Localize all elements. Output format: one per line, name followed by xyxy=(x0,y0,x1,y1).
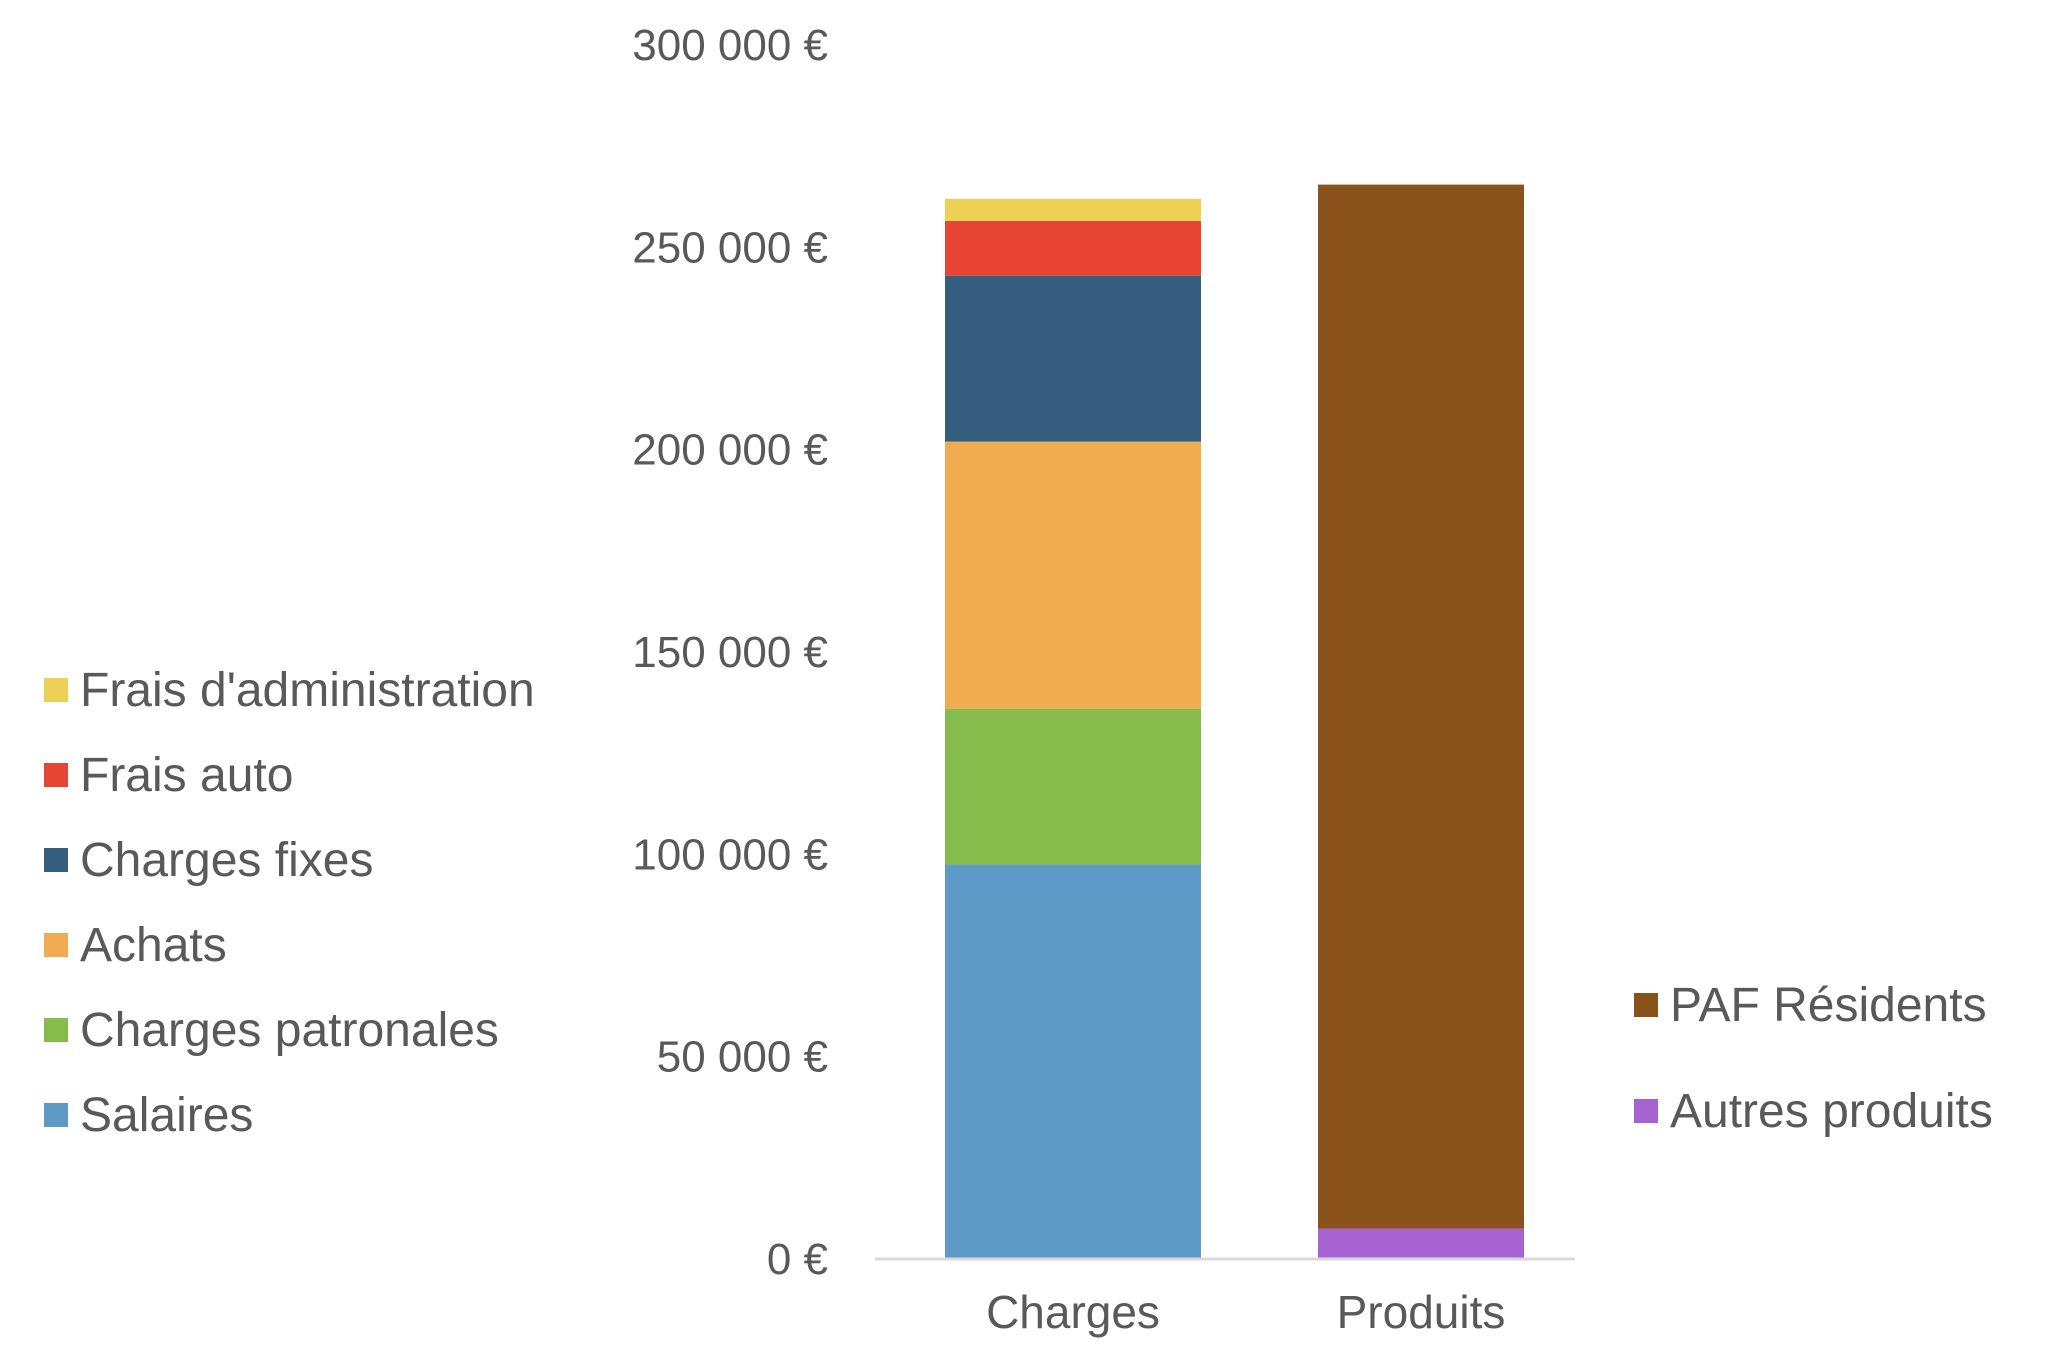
legend-swatch xyxy=(44,848,68,872)
legend-label: Achats xyxy=(80,918,227,972)
y-tick-label: 100 000 € xyxy=(632,830,828,879)
legend-item-frais-d-administration: Frais d'administration xyxy=(44,660,535,720)
x-tick-label-produits: Produits xyxy=(1337,1286,1506,1338)
legend-label: Charges fixes xyxy=(80,833,374,887)
legend-swatch xyxy=(44,763,68,787)
x-tick-label-charges: Charges xyxy=(986,1286,1160,1338)
legend-label: Frais auto xyxy=(80,748,294,802)
bar-produits xyxy=(1318,184,1524,1259)
legend-label: PAF Résidents xyxy=(1670,978,1987,1032)
y-tick-label: 150 000 € xyxy=(632,628,828,677)
legend-swatch xyxy=(1634,1099,1658,1123)
bar-segment-paf-residents xyxy=(1318,184,1524,1229)
legend-swatch xyxy=(1634,993,1658,1017)
bar-segment-salaires xyxy=(945,864,1201,1259)
bar-segment-charges-fixes xyxy=(945,275,1201,442)
legend-item-salaires: Salaires xyxy=(44,1085,535,1145)
y-axis-ticks: 0 € 50 000 € 100 000 € 150 000 € 200 000 € 25… xyxy=(632,21,828,1284)
legend-charges: Frais d'administration Frais auto Charges … xyxy=(44,660,535,1170)
bar-segment-achats xyxy=(945,441,1201,709)
bars xyxy=(945,184,1524,1259)
bar-segment-frais-auto xyxy=(945,221,1201,276)
bar-segment-autres-produits xyxy=(1318,1228,1524,1259)
x-axis-labels: Charges Produits xyxy=(986,1286,1505,1338)
y-tick-label: 0 € xyxy=(767,1235,828,1284)
y-tick-label: 200 000 € xyxy=(632,426,828,475)
legend-swatch xyxy=(44,933,68,957)
legend-swatch xyxy=(44,1103,68,1127)
legend-label: Salaires xyxy=(80,1088,254,1142)
legend-item-frais-auto: Frais auto xyxy=(44,745,535,805)
bar-segment-charges-patronales xyxy=(945,708,1201,865)
legend-produits: PAF Résidents Autres produits xyxy=(1634,975,1993,1187)
legend-swatch xyxy=(44,1018,68,1042)
legend-label: Frais d'administration xyxy=(80,663,535,717)
bar-charges xyxy=(945,198,1201,1259)
legend-item-paf-residents: PAF Résidents xyxy=(1634,975,1993,1035)
bar-segment-frais-d-administration xyxy=(945,198,1201,222)
legend-label: Charges patronales xyxy=(80,1003,499,1057)
y-tick-label: 50 000 € xyxy=(657,1033,828,1082)
legend-item-autres-produits: Autres produits xyxy=(1634,1081,1993,1141)
y-tick-label: 250 000 € xyxy=(632,223,828,272)
legend-label: Autres produits xyxy=(1670,1084,1993,1138)
legend-swatch xyxy=(44,678,68,702)
legend-item-charges-patronales: Charges patronales xyxy=(44,1000,535,1060)
legend-item-achats: Achats xyxy=(44,915,535,975)
y-tick-label: 300 000 € xyxy=(632,21,828,70)
legend-item-charges-fixes: Charges fixes xyxy=(44,830,535,890)
